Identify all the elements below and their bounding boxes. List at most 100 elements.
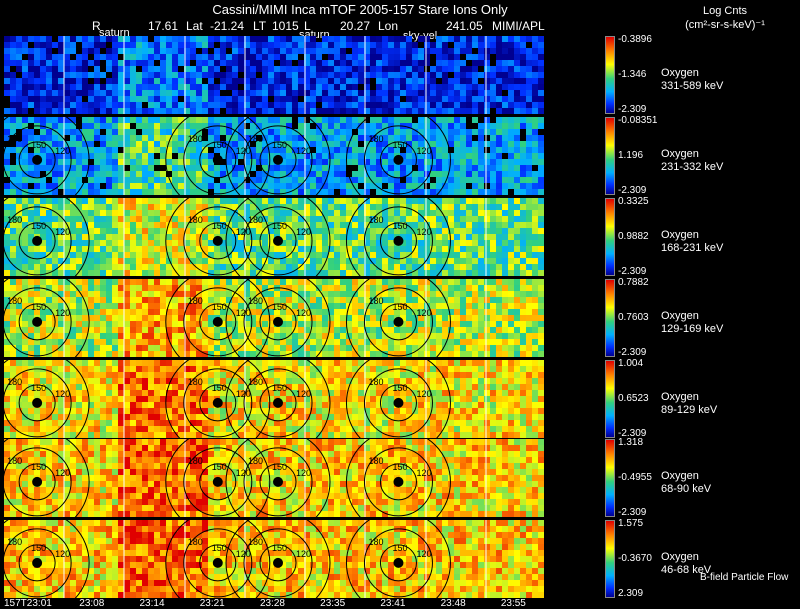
heatmap-cell (76, 345, 82, 351)
heatmap-cell (358, 222, 364, 228)
heatmap-cell (448, 228, 454, 234)
heatmap-cell (370, 108, 376, 114)
heatmap-cell (166, 153, 172, 159)
heatmap-cell (412, 204, 418, 210)
heatmap-cell (184, 78, 190, 84)
heatmap-cell (184, 147, 190, 153)
heatmap-cell (22, 234, 28, 240)
heatmap-cell (328, 204, 334, 210)
heatmap-cell (322, 90, 328, 96)
heatmap-cell (406, 345, 412, 351)
heatmap-cell (286, 258, 292, 264)
heatmap-cell (328, 291, 334, 297)
heatmap-cell (508, 96, 514, 102)
heatmap-cell (358, 54, 364, 60)
heatmap-cell (364, 48, 370, 54)
heatmap-cell (484, 285, 490, 291)
heatmap-cell (52, 264, 58, 270)
heatmap-cell (118, 117, 124, 123)
heatmap-cell (142, 90, 148, 96)
heatmap-cell (76, 108, 82, 114)
heatmap-cell (304, 279, 310, 285)
heatmap-cell (184, 165, 190, 171)
heatmap-cell (436, 66, 442, 72)
heatmap-cell (364, 315, 370, 321)
heatmap-cell (106, 183, 112, 189)
heatmap-cell (166, 258, 172, 264)
heatmap-cell (124, 345, 130, 351)
heatmap-cell (382, 54, 388, 60)
heatmap-cell (418, 60, 424, 66)
heatmap-cell (352, 42, 358, 48)
heatmap-cell (454, 117, 460, 123)
heatmap-cell (490, 216, 496, 222)
heatmap-cell (304, 228, 310, 234)
heatmap-cell (430, 171, 436, 177)
heatmap-cell (124, 159, 130, 165)
heatmap-cell (472, 177, 478, 183)
heatmap-cell (376, 135, 382, 141)
heatmap-cell (460, 315, 466, 321)
heatmap-cell (334, 315, 340, 321)
heatmap-cell (292, 141, 298, 147)
heatmap-cell (46, 321, 52, 327)
heatmap-cell (310, 78, 316, 84)
heatmap-cell (340, 252, 346, 258)
heatmap-cell (232, 36, 238, 42)
heatmap-cell (112, 123, 118, 129)
heatmap-cell (460, 258, 466, 264)
heatmap-cell (376, 117, 382, 123)
heatmap-cell (268, 183, 274, 189)
heatmap-cell (382, 246, 388, 252)
heatmap-cell (364, 279, 370, 285)
heatmap-cell (298, 285, 304, 291)
heatmap-cell (316, 315, 322, 321)
heatmap-cell (142, 72, 148, 78)
heatmap-cell (250, 42, 256, 48)
energy-range-label: 168-231 keV (661, 242, 724, 254)
heatmap-cell (496, 66, 502, 72)
heatmap-cell (160, 189, 166, 195)
heatmap-cell (136, 345, 142, 351)
heatmap-cell (370, 234, 376, 240)
heatmap-cell (394, 54, 400, 60)
heatmap-cell (256, 78, 262, 84)
heatmap-cell (442, 210, 448, 216)
heatmap-cell (292, 279, 298, 285)
heatmap-cell (448, 165, 454, 171)
heatmap-cell (484, 204, 490, 210)
heatmap-cell (166, 177, 172, 183)
heatmap-cell (274, 339, 280, 345)
heatmap-cell (208, 252, 214, 258)
heatmap-cell (112, 78, 118, 84)
heatmap-cell (142, 177, 148, 183)
heatmap-cell (220, 177, 226, 183)
heatmap-cell (142, 189, 148, 195)
heatmap-cell (178, 228, 184, 234)
heatmap-cell (160, 108, 166, 114)
heatmap-cell (328, 321, 334, 327)
heatmap-cell (334, 285, 340, 291)
heatmap-cell (22, 204, 28, 210)
heatmap-cell (208, 204, 214, 210)
heatmap-cell (142, 165, 148, 171)
heatmap-cell (112, 285, 118, 291)
heatmap-cell (460, 327, 466, 333)
heatmap-cell (304, 204, 310, 210)
heatmap-cell (514, 309, 520, 315)
heatmap-cell (52, 285, 58, 291)
heatmap-cell (268, 309, 274, 315)
heatmap-cell (172, 279, 178, 285)
heatmap-cell (238, 210, 244, 216)
heatmap-cell (346, 54, 352, 60)
heatmap-cell (232, 96, 238, 102)
heatmap-cell (34, 297, 40, 303)
heatmap-cell (526, 246, 532, 252)
heatmap-cell (244, 228, 250, 234)
heatmap-cell (520, 54, 526, 60)
heatmap-cell (346, 333, 352, 339)
heatmap-cell (268, 129, 274, 135)
heatmap-cell (328, 54, 334, 60)
heatmap-cell (136, 153, 142, 159)
heatmap-cell (526, 117, 532, 123)
